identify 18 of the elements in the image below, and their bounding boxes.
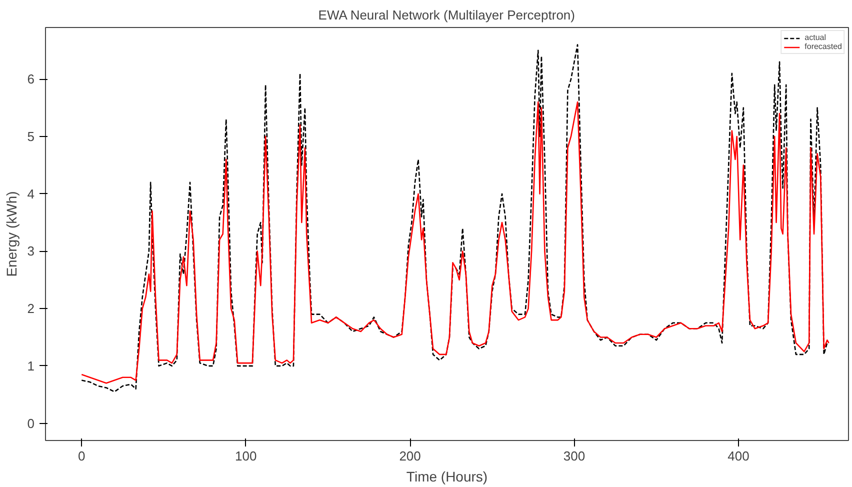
x-tick-label: 0	[78, 448, 86, 464]
chart-title: EWA Neural Network (Multilayer Perceptron)	[318, 8, 576, 22]
y-tick-label: 6	[27, 72, 35, 87]
x-tick-label: 300	[563, 448, 586, 464]
y-tick-label: 5	[27, 128, 35, 144]
y-tick-label: 1	[27, 358, 35, 374]
x-tick-label: 100	[234, 448, 257, 464]
y-tick-label: 2	[27, 301, 35, 316]
x-tick-label: 200	[399, 448, 421, 464]
y-axis-title: Energy (kWh)	[3, 191, 20, 277]
legend-label: actual	[804, 33, 826, 42]
y-tick-label: 3	[27, 244, 35, 259]
y-tick-label: 4	[27, 186, 35, 202]
line-series	[80, 101, 830, 384]
x-tick-label: 400	[728, 448, 750, 464]
x-axis-title: Time (Hours)	[406, 468, 488, 484]
y-tick-label: 0	[27, 416, 35, 431]
legend-label: forecasted	[804, 42, 842, 51]
